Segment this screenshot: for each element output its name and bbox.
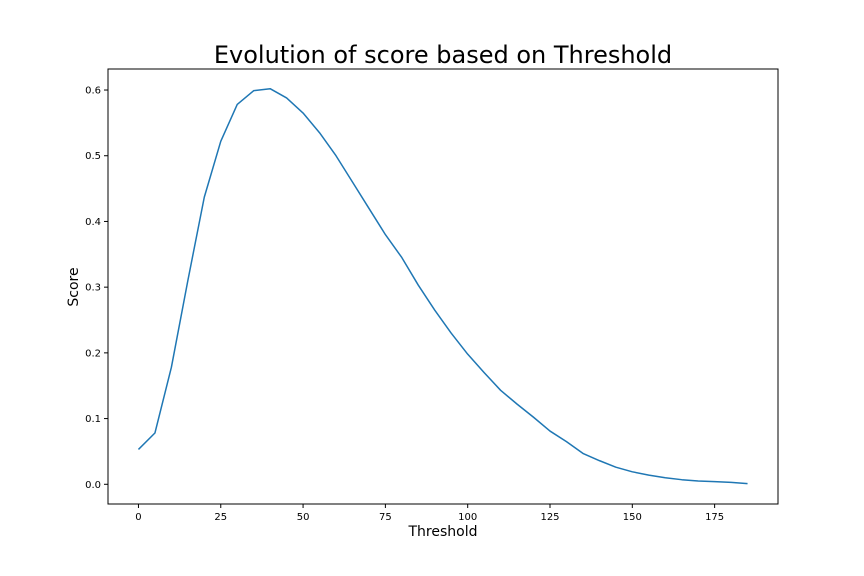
x-tick-label: 125 bbox=[540, 512, 559, 523]
x-axis-label: Threshold bbox=[408, 524, 478, 540]
x-tick-label: 25 bbox=[214, 512, 227, 523]
x-tick-label: 0 bbox=[135, 512, 141, 523]
x-tick-label: 100 bbox=[458, 512, 477, 523]
x-tick-label: 75 bbox=[379, 512, 392, 523]
plot-frame bbox=[107, 68, 779, 505]
y-tick-label: 0.5 bbox=[85, 151, 101, 162]
y-tick-label: 0.1 bbox=[85, 414, 101, 425]
y-tick-label: 0.6 bbox=[85, 86, 101, 97]
y-axis: 0.0 0.1 0.2 0.3 0.4 0.5 0.6 bbox=[85, 86, 108, 491]
x-tick-label: 50 bbox=[297, 512, 310, 523]
y-tick-label: 0.4 bbox=[85, 217, 101, 228]
y-tick-label: 0.2 bbox=[85, 348, 101, 359]
series-layer bbox=[137, 87, 748, 485]
y-tick-label: 0.3 bbox=[85, 283, 101, 294]
series-line bbox=[137, 87, 748, 485]
chart-title: Evolution of score based on Threshold bbox=[214, 41, 672, 69]
y-axis-label: Score bbox=[66, 267, 82, 306]
x-tick-label: 175 bbox=[705, 512, 724, 523]
x-axis: 0 25 50 75 100 125 150 175 bbox=[135, 504, 724, 523]
y-tick-label: 0.0 bbox=[85, 480, 101, 491]
x-tick-label: 150 bbox=[623, 512, 642, 523]
